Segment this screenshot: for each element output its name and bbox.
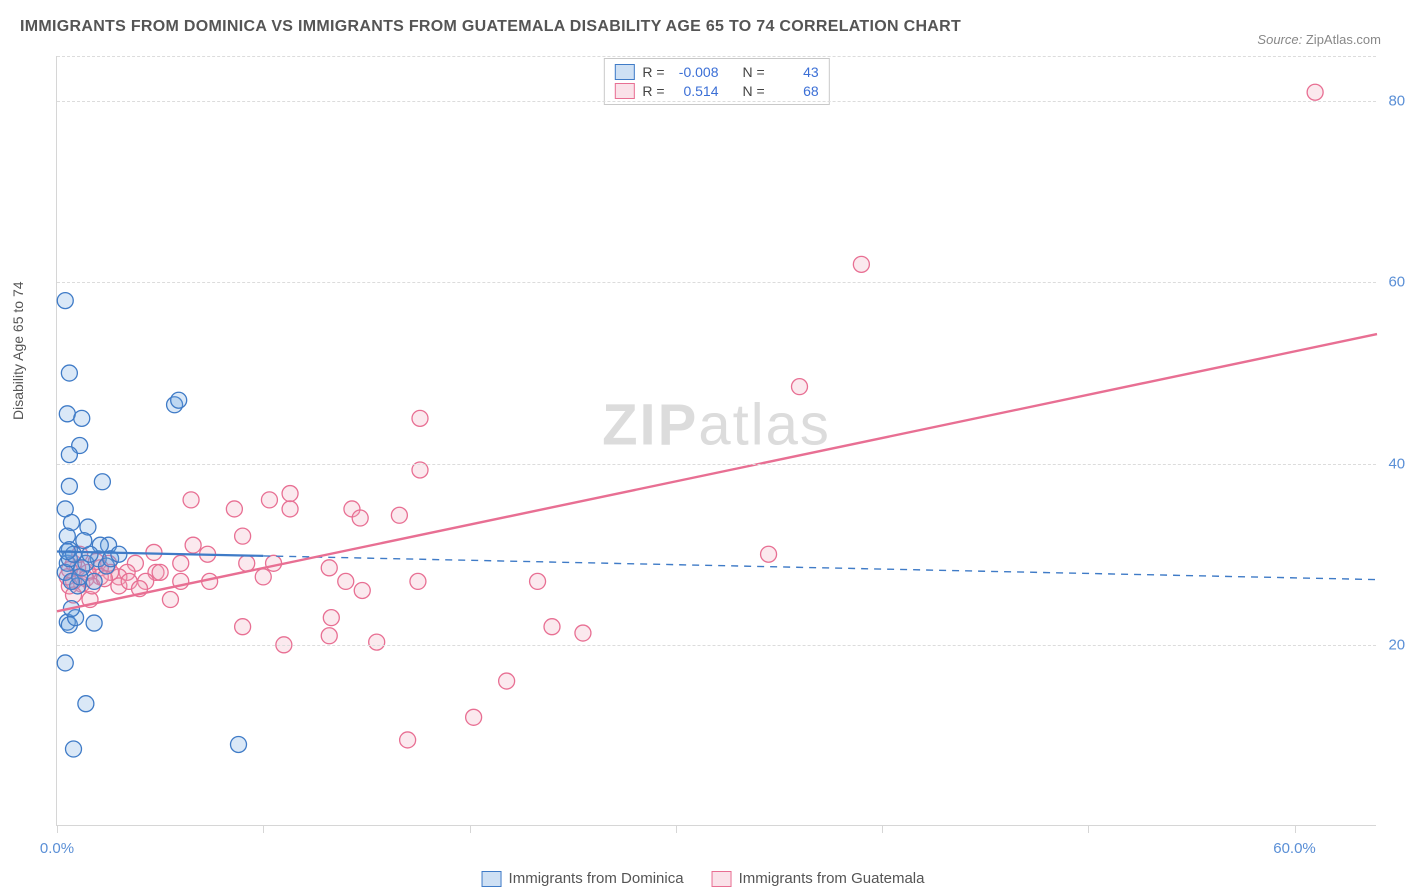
dominica-trendline-dashed (263, 556, 1377, 580)
dominica-point (66, 741, 82, 757)
n-label: N = (743, 83, 765, 99)
x-tick (676, 825, 677, 833)
guatemala-point (185, 537, 201, 553)
chart-title: IMMIGRANTS FROM DOMINICA VS IMMIGRANTS F… (20, 18, 961, 36)
guatemala-point (391, 507, 407, 523)
dominica-point (231, 736, 247, 752)
source-attribution: Source: ZipAtlas.com (1257, 32, 1381, 47)
guatemala-point (323, 610, 339, 626)
x-tick (882, 825, 883, 833)
guatemala-point (266, 555, 282, 571)
guatemala-point (354, 582, 370, 598)
guatemala-point (530, 573, 546, 589)
guatemala-point (544, 619, 560, 635)
y-tick-label: 40.0% (1388, 455, 1406, 472)
legend-row: R = 0.514 N = 68 (614, 83, 818, 99)
guatemala-point (261, 492, 277, 508)
chart-plot-area: ZIPatlas R =-0.008N =43R =0.514N =68 20.… (56, 56, 1376, 826)
legend-label: Immigrants from Dominica (509, 870, 684, 887)
guatemala-point (282, 501, 298, 517)
x-tick-label: 60.0% (1273, 840, 1316, 857)
legend-row: R = -0.008 N = 43 (614, 64, 818, 80)
dominica-point (94, 474, 110, 490)
r-value: 0.514 (673, 83, 719, 99)
gridline (57, 282, 1376, 283)
guatemala-point (1307, 84, 1323, 100)
dominica-point (61, 365, 77, 381)
guatemala-point (183, 492, 199, 508)
guatemala-point (255, 569, 271, 585)
guatemala-point (499, 673, 515, 689)
y-tick-label: 60.0% (1388, 274, 1406, 291)
scatter-svg (57, 56, 1377, 826)
guatemala-point (466, 709, 482, 725)
gridline (57, 464, 1376, 465)
guatemala-point (321, 560, 337, 576)
r-label: R = (642, 83, 664, 99)
n-value: 43 (773, 64, 819, 80)
y-tick-label: 20.0% (1388, 636, 1406, 653)
r-value: -0.008 (673, 64, 719, 80)
x-tick (263, 825, 264, 833)
guatemala-point (321, 628, 337, 644)
n-value: 68 (773, 83, 819, 99)
dominica-point (72, 569, 88, 585)
guatemala-point (412, 410, 428, 426)
x-tick (470, 825, 471, 833)
guatemala-point (761, 546, 777, 562)
gridline (57, 56, 1376, 57)
r-label: R = (642, 64, 664, 80)
gridline (57, 645, 1376, 646)
gridline (57, 101, 1376, 102)
guatemala-point (235, 528, 251, 544)
dominica-point (86, 615, 102, 631)
guatemala-point (792, 379, 808, 395)
dominica-point (61, 447, 77, 463)
legend-label: Immigrants from Guatemala (739, 870, 925, 887)
guatemala-point (575, 625, 591, 641)
guatemala-point (162, 592, 178, 608)
legend-swatch (712, 871, 732, 887)
y-axis-label: Disability Age 65 to 74 (10, 281, 26, 420)
guatemala-point (369, 634, 385, 650)
legend-swatch (614, 83, 634, 99)
dominica-point (59, 406, 75, 422)
x-tick (57, 825, 58, 833)
guatemala-point (338, 573, 354, 589)
series-legend: Immigrants from Dominica Immigrants from … (482, 870, 925, 887)
guatemala-trendline (57, 334, 1377, 611)
dominica-point (61, 478, 77, 494)
guatemala-point (239, 555, 255, 571)
guatemala-point (226, 501, 242, 517)
legend-item: Immigrants from Guatemala (712, 870, 925, 887)
x-tick-label: 0.0% (40, 840, 74, 857)
correlation-legend: R = -0.008 N = 43 R = 0.514 N = 68 (603, 58, 829, 105)
guatemala-point (173, 555, 189, 571)
legend-swatch (614, 64, 634, 80)
guatemala-point (235, 619, 251, 635)
source-label: Source: (1257, 32, 1302, 47)
guatemala-point (282, 486, 298, 502)
guatemala-point (853, 256, 869, 272)
dominica-point (111, 546, 127, 562)
n-label: N = (743, 64, 765, 80)
x-tick (1088, 825, 1089, 833)
guatemala-point (400, 732, 416, 748)
x-tick (1295, 825, 1296, 833)
dominica-point (171, 392, 187, 408)
guatemala-point (410, 573, 426, 589)
guatemala-point (352, 510, 368, 526)
dominica-point (57, 655, 73, 671)
guatemala-point (152, 564, 168, 580)
legend-swatch (482, 871, 502, 887)
dominica-point (57, 293, 73, 309)
dominica-point (78, 696, 94, 712)
y-tick-label: 80.0% (1388, 93, 1406, 110)
legend-item: Immigrants from Dominica (482, 870, 684, 887)
source-value: ZipAtlas.com (1306, 32, 1381, 47)
dominica-point (76, 533, 92, 549)
dominica-point (74, 410, 90, 426)
dominica-point (86, 573, 102, 589)
